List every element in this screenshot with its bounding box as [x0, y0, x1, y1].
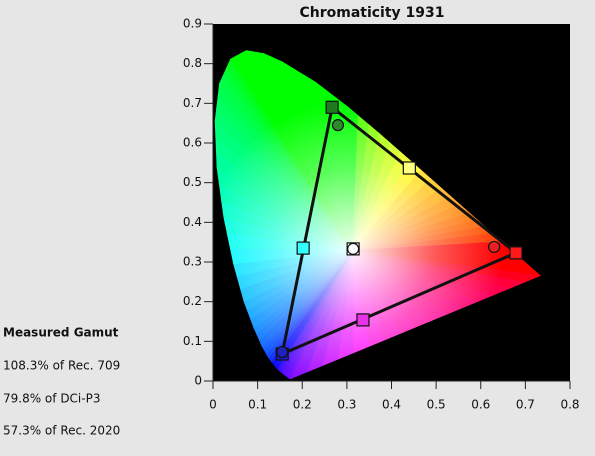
- y-tick-label: 0.7: [183, 96, 202, 110]
- measured-point: [347, 242, 360, 256]
- gamut-triangle: [280, 104, 519, 357]
- y-tick-label: 0.9: [183, 17, 202, 31]
- gamut-line: 108.3% of Rec. 709: [3, 359, 120, 373]
- target-point: [325, 100, 339, 114]
- target-point: [402, 161, 416, 175]
- gamut-line: 79.8% of DCi-P3: [3, 392, 100, 406]
- y-tick-label: 0.6: [183, 136, 202, 150]
- x-tick-label: 0.3: [337, 398, 356, 412]
- target-point: [296, 241, 310, 255]
- y-tick-label: 0.2: [183, 294, 202, 308]
- target-point: [509, 246, 523, 260]
- y-tick-label: 0: [194, 374, 202, 388]
- measured-point: [488, 240, 501, 254]
- x-tick-label: 0.7: [516, 398, 535, 412]
- x-tick-label: 0.5: [427, 398, 446, 412]
- x-tick-label: 0.2: [293, 398, 312, 412]
- x-tick-label: 0.4: [382, 398, 401, 412]
- gamut-line: 57.3% of Rec. 2020: [3, 424, 120, 438]
- locus-fill: [214, 50, 541, 380]
- y-tick-label: 0.3: [183, 255, 202, 269]
- chart-title: Chromaticity 1931: [299, 5, 444, 21]
- y-tick-label: 0.5: [183, 175, 202, 189]
- y-tick-label: 0.4: [183, 215, 202, 229]
- gamut-title: Measured Gamut: [3, 326, 119, 340]
- measured-point: [276, 345, 289, 359]
- measured-point: [331, 119, 345, 132]
- x-tick-label: 0.8: [560, 398, 579, 412]
- target-point: [356, 313, 370, 327]
- x-tick-label: 0.6: [471, 398, 490, 412]
- y-tick-label: 0.8: [183, 56, 202, 70]
- x-tick-label: 0.1: [248, 398, 267, 412]
- x-tick-label: 0: [209, 398, 217, 412]
- y-tick-label: 0.1: [183, 334, 202, 348]
